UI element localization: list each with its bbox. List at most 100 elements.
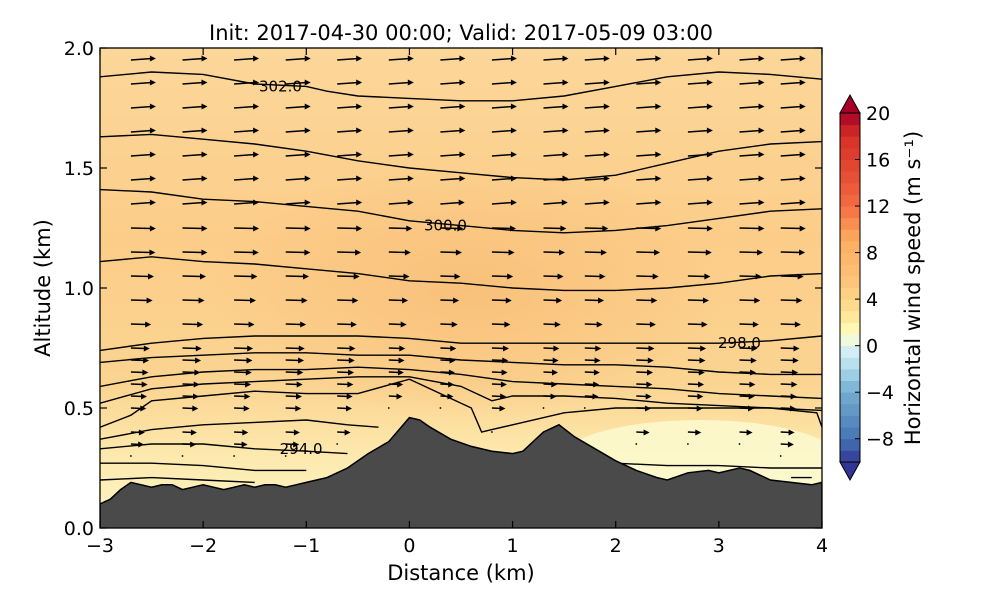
wind-vector xyxy=(491,103,517,110)
wind-vector xyxy=(542,407,545,409)
wind-vector xyxy=(285,175,311,182)
wind-vector xyxy=(780,441,794,448)
colorbar-segment xyxy=(840,136,860,149)
y-tick-label: 2.0 xyxy=(64,38,94,60)
theta-contour-line xyxy=(100,366,822,400)
wind-vector xyxy=(584,393,599,400)
wind-vector xyxy=(584,79,610,86)
colorbar-tick-label: 20 xyxy=(866,103,890,125)
wind-vector xyxy=(584,369,600,376)
wind-vector xyxy=(337,151,363,158)
colorbar-segment xyxy=(840,450,860,463)
colorbar-label: Horizontal wind speed (m s⁻¹) xyxy=(901,131,925,445)
wind-vector xyxy=(543,175,569,182)
wind-vector xyxy=(130,225,156,232)
wind-vector xyxy=(687,79,713,86)
colorbar-segment xyxy=(840,159,860,172)
wind-vector xyxy=(130,175,156,182)
wind-vector xyxy=(687,103,713,110)
colorbar-segment xyxy=(840,113,860,126)
wind-vector xyxy=(337,405,352,412)
colorbar-segment xyxy=(840,275,860,288)
wind-vector xyxy=(182,151,208,158)
wind-vector xyxy=(130,429,145,436)
wind-vector xyxy=(491,55,517,62)
x-tick-label: 3 xyxy=(713,535,725,557)
colorbar-segment xyxy=(840,345,860,358)
wind-vector xyxy=(130,345,150,352)
wind-vector xyxy=(687,357,706,364)
wind-vector xyxy=(285,369,304,376)
wind-vector xyxy=(780,79,806,86)
wind-vector xyxy=(234,441,248,448)
wind-vector xyxy=(285,225,311,232)
wind-vector xyxy=(234,297,256,304)
wind-vector xyxy=(636,429,650,436)
wind-vector xyxy=(584,127,610,134)
wind-vector xyxy=(234,429,249,436)
colorbar-segment xyxy=(840,147,860,160)
x-tick-label: 4 xyxy=(816,535,828,557)
colorbar-tick-label: 8 xyxy=(866,243,878,265)
colorbar-tick-label: 12 xyxy=(866,196,890,218)
wind-vector xyxy=(440,225,464,232)
x-tick-label: 0 xyxy=(403,535,415,557)
colorbar-segment xyxy=(840,217,860,230)
wind-vector xyxy=(543,55,569,62)
wind-vector xyxy=(388,297,409,304)
wind-vector xyxy=(739,225,765,232)
wind-vector xyxy=(182,103,208,110)
wind-vector xyxy=(233,455,236,457)
wind-vector xyxy=(130,127,156,134)
wind-vector xyxy=(440,381,455,388)
wind-speed-maximum-region xyxy=(210,160,730,420)
wind-vector xyxy=(636,393,652,400)
wind-vector xyxy=(739,199,765,206)
wind-vector xyxy=(739,273,762,280)
wind-vector xyxy=(182,441,197,448)
wind-vector xyxy=(636,103,662,110)
wind-vector xyxy=(491,431,493,433)
wind-vector xyxy=(491,249,515,256)
wind-vector xyxy=(130,357,150,364)
wind-vector xyxy=(388,345,406,352)
wind-vector xyxy=(234,393,251,400)
wind-vector xyxy=(687,55,713,62)
colorbar-segment xyxy=(840,427,860,440)
wind-vector xyxy=(543,127,569,134)
terrain xyxy=(100,416,822,528)
colorbar-segment xyxy=(840,322,860,335)
wind-vector xyxy=(182,357,202,364)
wind-vector xyxy=(780,127,806,134)
wind-vector xyxy=(687,225,713,232)
wind-vector xyxy=(337,393,353,400)
wind-vector xyxy=(388,175,414,182)
wind-vector xyxy=(182,79,208,86)
wind-vector xyxy=(130,321,152,328)
wind-vector xyxy=(440,345,457,352)
colorbar-tick-label: 16 xyxy=(866,150,890,172)
wind-vector xyxy=(543,225,567,232)
wind-vector xyxy=(182,175,208,182)
wind-vector xyxy=(584,345,602,352)
wind-vector xyxy=(491,321,511,328)
wind-vector xyxy=(388,225,413,232)
wind-vector xyxy=(543,297,563,304)
wind-vector xyxy=(337,369,355,376)
wind-vector xyxy=(284,455,287,457)
wind-vector xyxy=(584,225,609,232)
wind-vector xyxy=(234,381,252,388)
wind-vector xyxy=(285,151,311,158)
colorbar-tick-label: −4 xyxy=(866,382,894,404)
colorbar-segment xyxy=(840,182,860,195)
wind-vector xyxy=(337,297,359,304)
wind-vector xyxy=(491,297,512,304)
wind-vector xyxy=(636,369,654,376)
wind-vector xyxy=(687,151,713,158)
wind-vector xyxy=(687,345,707,352)
wind-vector xyxy=(337,249,362,256)
wind-vector xyxy=(780,369,799,376)
wind-vector xyxy=(130,273,154,280)
wind-vector xyxy=(491,199,517,206)
